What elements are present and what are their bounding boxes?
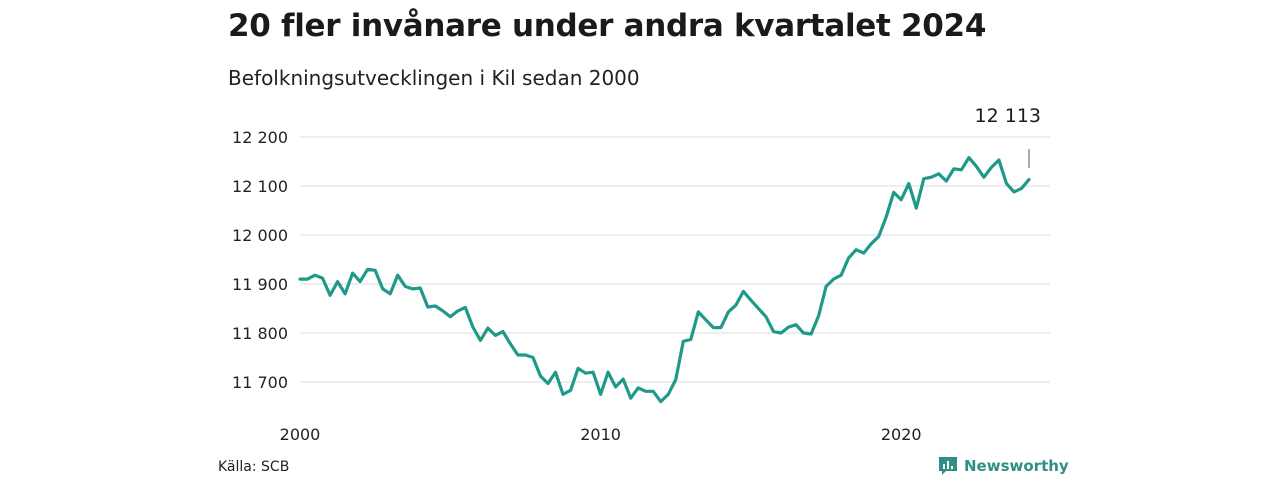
chart-subtitle: Befolkningsutvecklingen i Kil sedan 2000 bbox=[228, 66, 640, 90]
last-value-annotation: 12 113 bbox=[975, 105, 1041, 168]
brand-name: Newsworthy bbox=[964, 457, 1069, 475]
y-tick-label: 11 800 bbox=[232, 324, 288, 343]
x-axis-tick-labels: 2000 2010 2020 bbox=[280, 425, 922, 444]
y-tick-label: 12 200 bbox=[232, 128, 288, 147]
y-tick-label: 12 100 bbox=[232, 177, 288, 196]
y-tick-label: 11 900 bbox=[232, 275, 288, 294]
annotation-label: 12 113 bbox=[975, 105, 1041, 127]
newsworthy-logo-icon bbox=[939, 457, 957, 475]
y-tick-label: 11 700 bbox=[232, 373, 288, 392]
y-tick-label: 12 000 bbox=[232, 226, 288, 245]
chart-title: 20 fler invånare under andra kvartalet 2… bbox=[228, 8, 987, 44]
source-note: Källa: SCB bbox=[218, 459, 290, 475]
brand-logo: Newsworthy bbox=[938, 456, 1069, 476]
x-tick-label: 2020 bbox=[881, 425, 922, 444]
x-tick-label: 2010 bbox=[580, 425, 621, 444]
series-line bbox=[298, 156, 1031, 404]
series-layer bbox=[298, 156, 1031, 404]
y-axis-tick-labels: 11 700 11 800 11 900 12 000 12 100 12 200 bbox=[232, 128, 288, 392]
x-tick-label: 2000 bbox=[280, 425, 321, 444]
